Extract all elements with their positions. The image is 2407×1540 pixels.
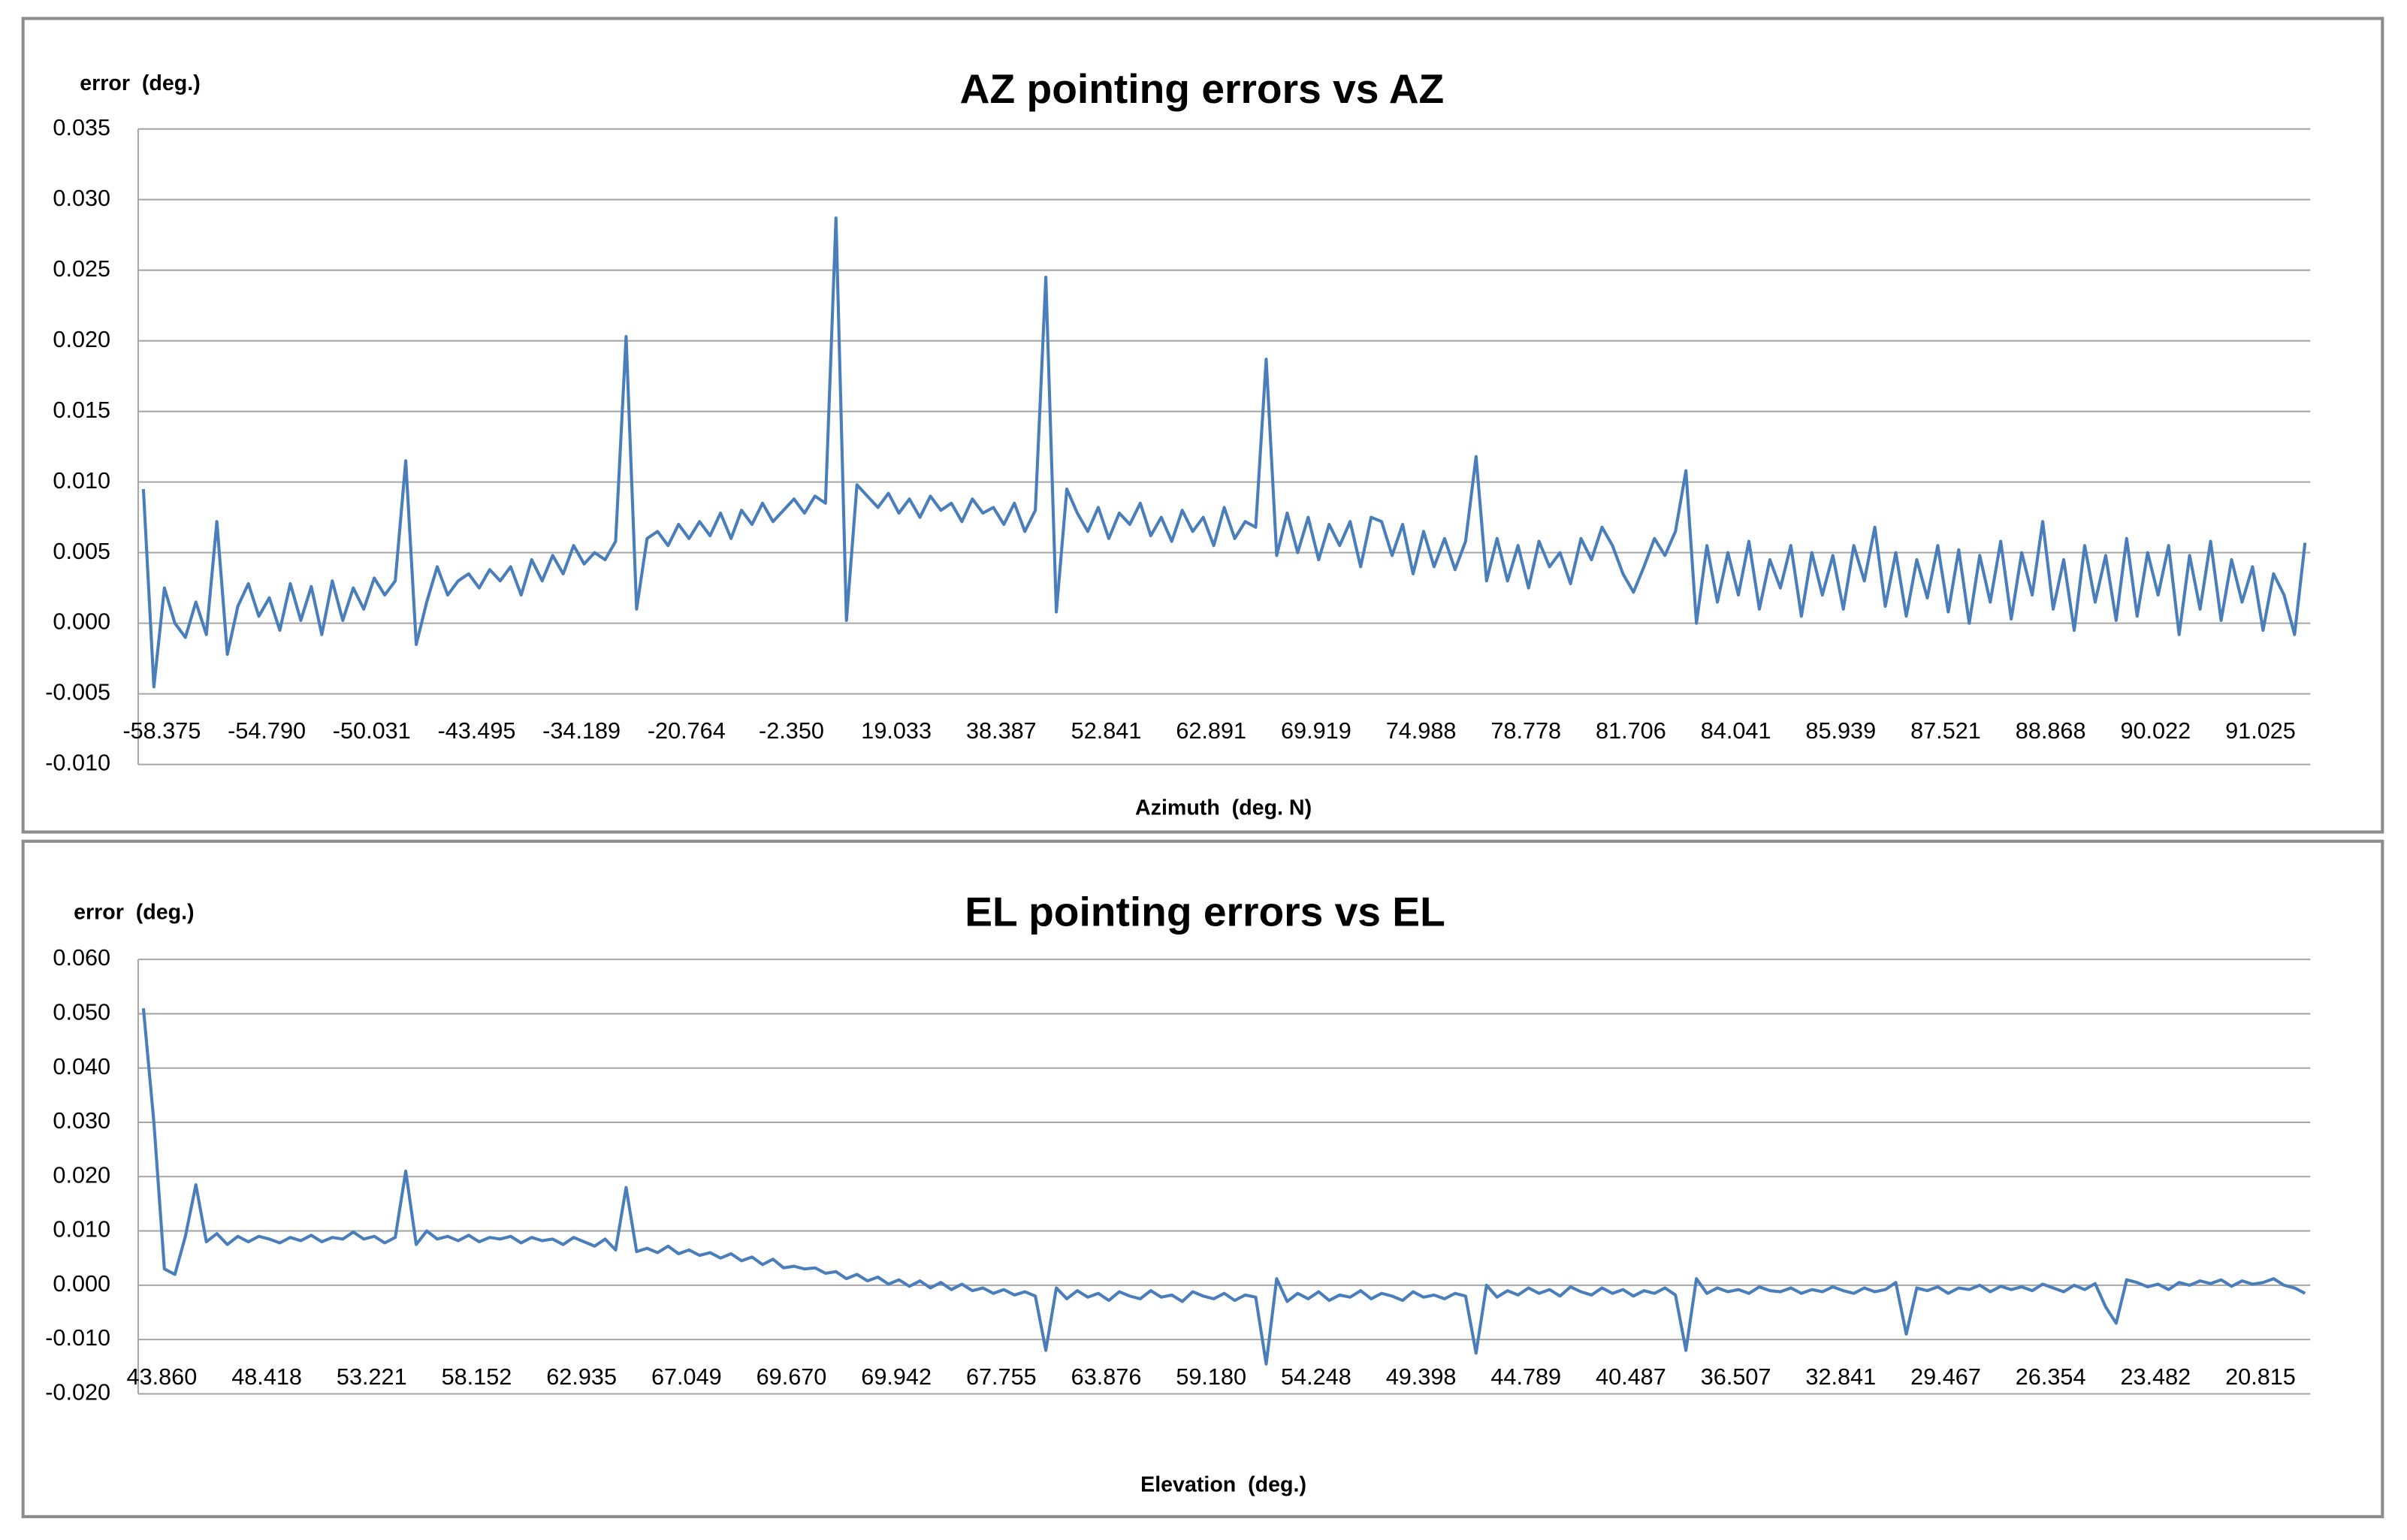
y-axis-title: error (deg.): [80, 71, 200, 95]
x-tick-label: -54.790: [228, 718, 306, 744]
y-tick-label: 0.020: [53, 327, 110, 352]
x-tick-label: 59.180: [1176, 1364, 1246, 1390]
y-tick-label: 0.000: [53, 609, 110, 635]
x-tick-label: 58.152: [442, 1364, 512, 1390]
x-tick-label: 48.418: [231, 1364, 302, 1390]
x-tick-label: 44.789: [1490, 1364, 1561, 1390]
y-tick-label: 0.010: [53, 468, 110, 494]
y-tick-label: 0.060: [53, 945, 110, 971]
x-tick-label: 32.841: [1805, 1364, 1876, 1390]
x-tick-label: 90.022: [2120, 718, 2191, 744]
y-tick-label: -0.010: [45, 750, 110, 776]
x-tick-label: 49.398: [1386, 1364, 1457, 1390]
x-tick-label: 69.942: [861, 1364, 932, 1390]
y-tick-label: -0.005: [45, 680, 110, 705]
x-tick-label: 29.467: [1910, 1364, 1981, 1390]
y-tick-label: 0.015: [53, 397, 110, 423]
chart-frame: [21, 17, 2384, 834]
y-tick-label: 0.030: [53, 1108, 110, 1134]
y-tick-label: 0.030: [53, 186, 110, 211]
x-tick-label: 40.487: [1596, 1364, 1666, 1390]
data-line: [141, 1008, 2306, 1366]
x-tick-label: 20.815: [2225, 1364, 2296, 1390]
x-tick-label: 36.507: [1701, 1364, 1771, 1390]
x-tick-label: 67.049: [651, 1364, 722, 1390]
x-tick-label: 84.041: [1701, 718, 1771, 744]
x-tick-label: -50.031: [333, 718, 411, 744]
x-axis-title: Elevation (deg.): [1140, 1473, 1306, 1497]
y-tick-label: 0.010: [53, 1217, 110, 1243]
x-tick-label: 67.755: [966, 1364, 1037, 1390]
y-tick-label: -0.010: [45, 1325, 110, 1351]
x-tick-label: 43.860: [127, 1364, 198, 1390]
y-tick-label: 0.000: [53, 1271, 110, 1297]
x-tick-label: 81.706: [1596, 718, 1666, 744]
x-tick-label: -43.495: [437, 718, 515, 744]
x-tick-label: 69.670: [757, 1364, 827, 1390]
x-tick-label: -20.764: [648, 718, 726, 744]
y-tick-label: 0.040: [53, 1054, 110, 1080]
x-axis-title: Azimuth (deg. N): [1135, 796, 1312, 820]
x-tick-label: 69.919: [1281, 718, 1351, 744]
x-tick-label: 53.221: [337, 1364, 407, 1390]
y-tick-label: 0.005: [53, 539, 110, 564]
x-tick-label: 62.935: [546, 1364, 617, 1390]
y-tick-label: 0.035: [53, 115, 110, 140]
y-tick-label: 0.050: [53, 1000, 110, 1025]
x-tick-label: 91.025: [2225, 718, 2296, 744]
chart-title: AZ pointing errors vs AZ: [960, 65, 1445, 112]
y-axis-title: error (deg.): [74, 900, 194, 924]
y-tick-label: 0.020: [53, 1162, 110, 1188]
x-tick-label: 74.988: [1386, 718, 1457, 744]
x-tick-label: 54.248: [1281, 1364, 1351, 1390]
x-tick-label: -58.375: [122, 718, 201, 744]
x-tick-label: 52.841: [1071, 718, 1142, 744]
x-tick-label: -34.189: [542, 718, 621, 744]
x-tick-label: -2.350: [759, 718, 824, 744]
x-tick-label: 38.387: [966, 718, 1037, 744]
chart-title: EL pointing errors vs EL: [965, 888, 1445, 935]
x-tick-label: 23.482: [2120, 1364, 2191, 1390]
x-tick-label: 85.939: [1805, 718, 1876, 744]
x-tick-label: 19.033: [861, 718, 932, 744]
data-line: [141, 216, 2307, 689]
x-tick-label: 88.868: [2016, 718, 2086, 744]
y-tick-label: 0.025: [53, 256, 110, 282]
chart-frame: [21, 839, 2384, 1518]
x-tick-label: 87.521: [1910, 718, 1981, 744]
x-tick-label: 26.354: [2016, 1364, 2086, 1390]
x-tick-label: 78.778: [1490, 718, 1561, 744]
y-tick-label: -0.020: [45, 1380, 110, 1406]
x-tick-label: 63.876: [1071, 1364, 1142, 1390]
x-tick-label: 62.891: [1176, 718, 1246, 744]
